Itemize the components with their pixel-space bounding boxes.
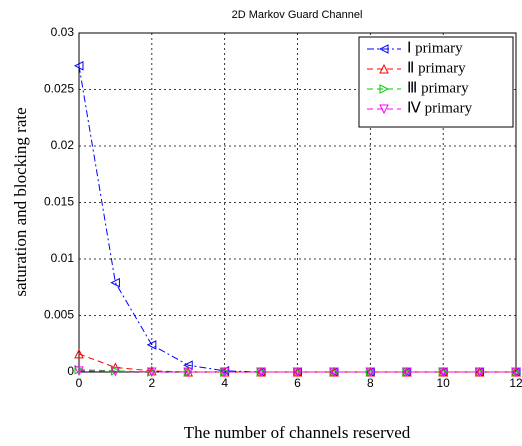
point-marker	[146, 340, 157, 350]
y-tick-label: 0	[67, 364, 74, 378]
legend-marker	[379, 104, 389, 115]
point-marker	[183, 367, 194, 378]
y-tick-label: 0.01	[51, 251, 75, 265]
series-line	[78, 370, 516, 373]
x-tick-label: 8	[367, 376, 374, 390]
legend-marker	[378, 44, 389, 54]
point-marker	[110, 366, 121, 377]
x-tick-label: 6	[294, 376, 301, 390]
x-tick-label: 10	[436, 376, 450, 390]
point-marker	[475, 367, 485, 377]
point-marker	[74, 366, 84, 376]
point-marker	[256, 367, 267, 377]
chart-title: 2D Markov Guard Channel	[232, 9, 363, 21]
point-marker	[74, 348, 84, 359]
point-marker	[438, 367, 448, 378]
legend-label: Ⅳ primary	[407, 100, 473, 116]
point-marker	[256, 367, 266, 378]
y-tick-label: 0.03	[51, 25, 75, 39]
point-marker	[219, 367, 230, 378]
legend-marker	[379, 84, 390, 94]
point-marker	[401, 367, 412, 378]
x-axis-label: The number of channels reserved	[184, 423, 411, 442]
point-marker	[329, 367, 339, 378]
point-marker	[365, 367, 376, 377]
point-marker	[110, 277, 120, 288]
y-tick-label: 0.005	[44, 308, 74, 322]
legend-label: Ⅱ primary	[407, 60, 466, 76]
point-marker	[292, 367, 303, 378]
point-marker	[147, 367, 157, 378]
point-marker	[147, 367, 157, 377]
y-tick-label: 0.015	[44, 195, 74, 209]
x-tick-label: 0	[76, 376, 83, 390]
point-marker	[74, 364, 85, 375]
series-line	[78, 353, 516, 373]
legend: Ⅰ primary Ⅱ primary Ⅲ primary Ⅳ primary	[358, 36, 514, 128]
point-marker	[511, 367, 521, 378]
point-marker	[474, 367, 485, 378]
legend-label: Ⅰ primary	[407, 40, 463, 56]
y-tick-label: 0.025	[44, 82, 74, 96]
point-marker	[73, 60, 84, 71]
point-marker	[110, 366, 121, 376]
y-tick-label: 0.02	[51, 138, 75, 152]
x-tick-label: 2	[148, 376, 155, 390]
x-tick-label: 12	[509, 376, 522, 390]
legend-marker	[379, 63, 389, 74]
y-axis-label: saturation and blocking rate	[11, 107, 30, 296]
x-tick-label: 4	[221, 376, 228, 390]
point-marker	[365, 367, 376, 378]
legend-label: Ⅲ primary	[407, 80, 469, 96]
